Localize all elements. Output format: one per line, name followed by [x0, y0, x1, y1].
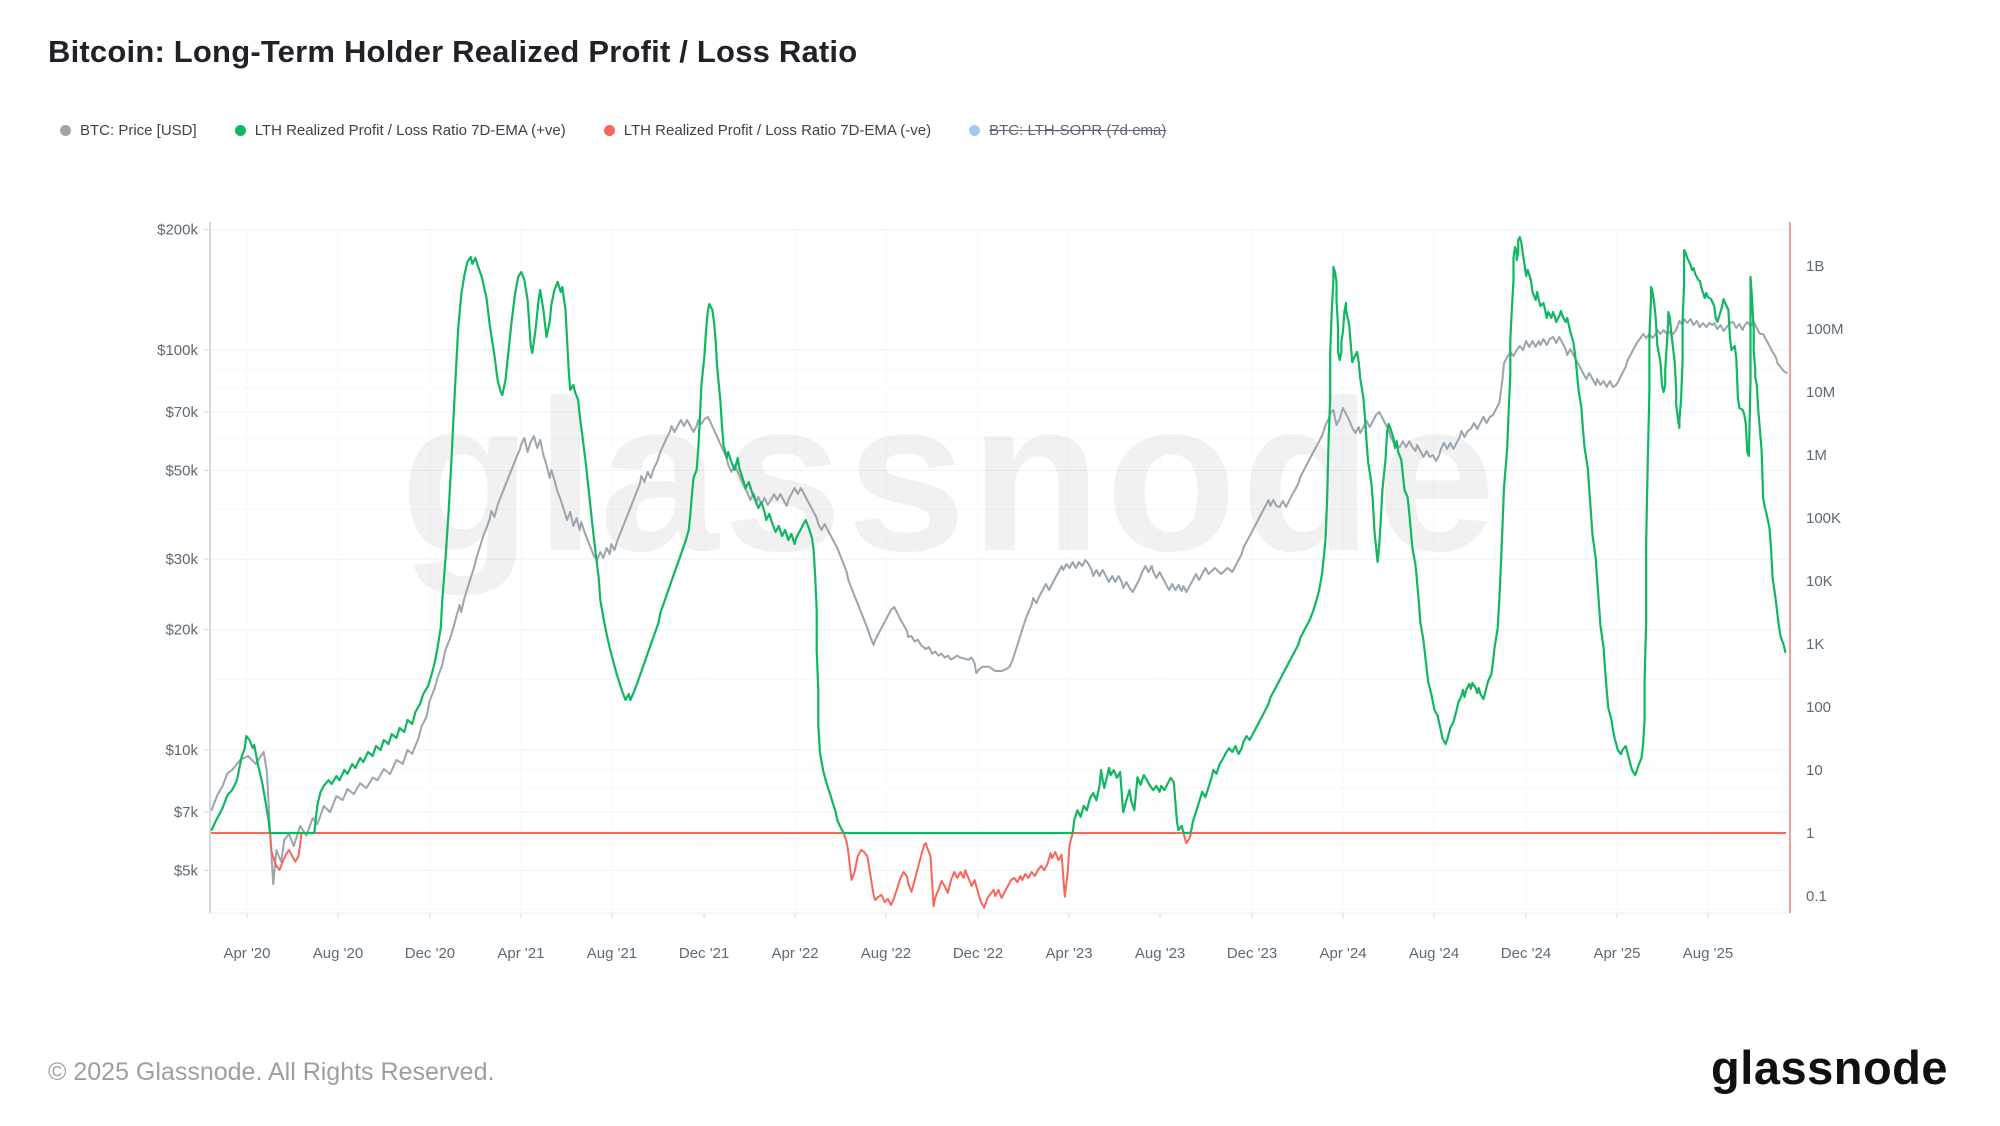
x-tick-label: Aug '22 — [861, 945, 911, 962]
y-left-tick-label: $50k — [165, 462, 198, 479]
legend-dot-red-icon — [603, 125, 615, 136]
y-right-tick-label: 100K — [1806, 510, 1841, 527]
legend-dot-green-icon — [234, 125, 246, 136]
copyright-text: © 2025 Glassnode. All Rights Reserved. — [48, 1058, 495, 1086]
y-left-tick-label: $20k — [165, 622, 198, 639]
glassnode-watermark: glassnode — [400, 355, 1499, 596]
lth-ratio-negative-line — [210, 832, 1787, 909]
y-left-tick-label: $30k — [165, 551, 198, 568]
legend-dot-gray-icon — [60, 125, 71, 136]
legend-label: BTC: Price [USD] — [80, 122, 197, 139]
legend-label: LTH Realized Profit / Loss Ratio 7D-EMA … — [254, 122, 566, 139]
x-tick-label: Aug '24 — [1409, 945, 1459, 962]
y-right-tick-label: 1 — [1806, 825, 1814, 842]
x-tick-label: Dec '21 — [679, 945, 729, 962]
y-left-tick-label: $100k — [157, 342, 198, 359]
legend-item-lth-ratio-positive[interactable]: LTH Realized Profit / Loss Ratio 7D-EMA … — [234, 122, 566, 139]
y-right-tick-label: 0.1 — [1806, 888, 1827, 905]
y-right-tick-label: 10K — [1806, 573, 1833, 590]
legend-label: LTH Realized Profit / Loss Ratio 7D-EMA … — [623, 122, 932, 139]
y-right-tick-label: 1M — [1806, 447, 1827, 464]
y-right-tick-label: 10 — [1806, 762, 1823, 779]
y-right-tick-label: 10M — [1806, 384, 1835, 401]
x-tick-label: Apr '25 — [1593, 945, 1640, 962]
legend-item-lth-sopr-disabled[interactable]: BTC: LTH-SOPR (7d ema) — [969, 122, 1166, 139]
x-tick-label: Apr '22 — [772, 945, 819, 962]
x-tick-label: Apr '20 — [223, 945, 270, 962]
x-tick-label: Aug '25 — [1683, 945, 1733, 962]
x-tick-label: Dec '20 — [405, 945, 455, 962]
x-tick-label: Aug '20 — [313, 945, 363, 962]
legend-item-btc-price[interactable]: BTC: Price [USD] — [60, 122, 197, 139]
chart-legend: BTC: Price [USD] LTH Realized Profit / L… — [60, 122, 1166, 139]
btc-price-line — [210, 318, 1788, 886]
y-right-tick-label: 1B — [1806, 258, 1824, 275]
x-tick-label: Apr '21 — [497, 945, 544, 962]
x-tick-label: Dec '23 — [1227, 945, 1277, 962]
page-title: Bitcoin: Long-Term Holder Realized Profi… — [48, 34, 858, 69]
legend-label: BTC: LTH-SOPR (7d ema) — [989, 122, 1167, 139]
chart-area[interactable]: glassnode $200k $100k $70k $50k $30k $20k $10k $… — [0, 160, 2000, 980]
legend-dot-blue-icon — [969, 125, 981, 136]
x-tick-label: Apr '24 — [1319, 945, 1366, 962]
x-tick-label: Aug '21 — [587, 945, 637, 962]
x-tick-label: Aug '23 — [1135, 945, 1185, 962]
y-right-tick-label: 1K — [1806, 636, 1824, 653]
lth-realized-pl-ratio-chart: glassnode $200k $100k $70k $50k $30k $20k $10k $… — [157, 222, 1844, 962]
lth-ratio-positive-line — [210, 236, 1787, 835]
x-tick-label: Dec '24 — [1501, 945, 1551, 962]
x-tick-label: Apr '23 — [1046, 945, 1093, 962]
legend-item-lth-ratio-negative[interactable]: LTH Realized Profit / Loss Ratio 7D-EMA … — [603, 122, 932, 139]
y-right-tick-label: 100M — [1806, 321, 1844, 338]
glassnode-logo: glassnode — [1711, 1041, 1948, 1094]
y-left-tick-label: $70k — [165, 404, 198, 421]
y-left-tick-label: $7k — [174, 804, 199, 821]
y-right-tick-label: 100 — [1806, 699, 1831, 716]
y-left-tick-label: $10k — [165, 742, 198, 759]
y-left-tick-label: $5k — [174, 862, 199, 879]
x-tick-label: Dec '22 — [953, 945, 1003, 962]
y-left-tick-label: $200k — [157, 222, 198, 239]
